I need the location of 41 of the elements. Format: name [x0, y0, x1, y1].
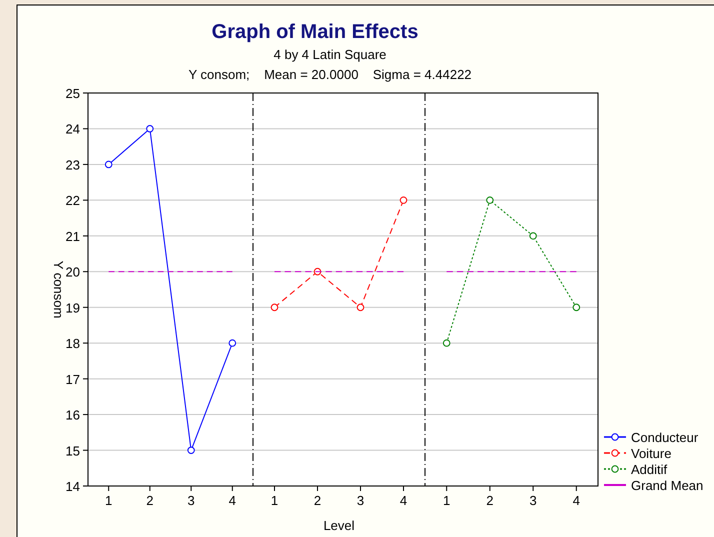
y-tick-label: 14: [66, 479, 80, 494]
y-tick-label: 20: [66, 264, 80, 280]
point: [228, 339, 236, 347]
x-axis-title: Level: [323, 518, 355, 533]
y-tick-label: 21: [66, 228, 80, 244]
x-tick-label: 4: [400, 493, 408, 508]
y-tick-label: 23: [66, 157, 80, 172]
text: Y consom; Mean = 20.0000 Sigma = 4.44222: [188, 67, 472, 82]
x-tick-label: 4: [572, 493, 580, 508]
y-tick-label: 19: [66, 300, 80, 316]
chart-title: Graph of Main Effects: [212, 21, 418, 43]
y-axis-title: Y consom: [51, 260, 66, 318]
y-tick-label: 16: [66, 408, 80, 423]
point: [529, 232, 537, 240]
legend-label: Grand Mean: [631, 478, 704, 493]
point: [486, 196, 494, 204]
x-tick-label: 1: [270, 493, 278, 508]
x-tick-label: 2: [486, 493, 494, 508]
legend-label: Voiture: [631, 446, 672, 461]
x-tick-label: 3: [188, 493, 195, 508]
x-tick-label: 1: [443, 493, 450, 508]
point: [146, 125, 154, 132]
x-tick-label: 1: [105, 493, 112, 508]
legend-label: Conducteur: [631, 430, 699, 445]
y-tick-label: 18: [66, 336, 80, 352]
point: [104, 160, 112, 168]
y-tick-label: 24: [66, 122, 80, 137]
chart-subtitle: 4 by 4 Latin Square: [274, 47, 386, 62]
x-tick-label: 2: [314, 493, 322, 508]
point: [572, 304, 580, 312]
x-tick-label: 3: [356, 493, 364, 508]
legend-label: Additif: [631, 462, 668, 477]
y-tick-label: 22: [66, 193, 80, 208]
x-tick-label: 4: [228, 493, 236, 508]
y-tick-label: 15: [66, 443, 80, 458]
y-tick-label: 17: [66, 372, 80, 387]
x-tick-label: 2: [146, 493, 154, 508]
point: [442, 339, 450, 347]
point: [187, 446, 195, 454]
y-tick-label: 25: [66, 86, 80, 101]
x-tick-label: 3: [530, 493, 537, 508]
